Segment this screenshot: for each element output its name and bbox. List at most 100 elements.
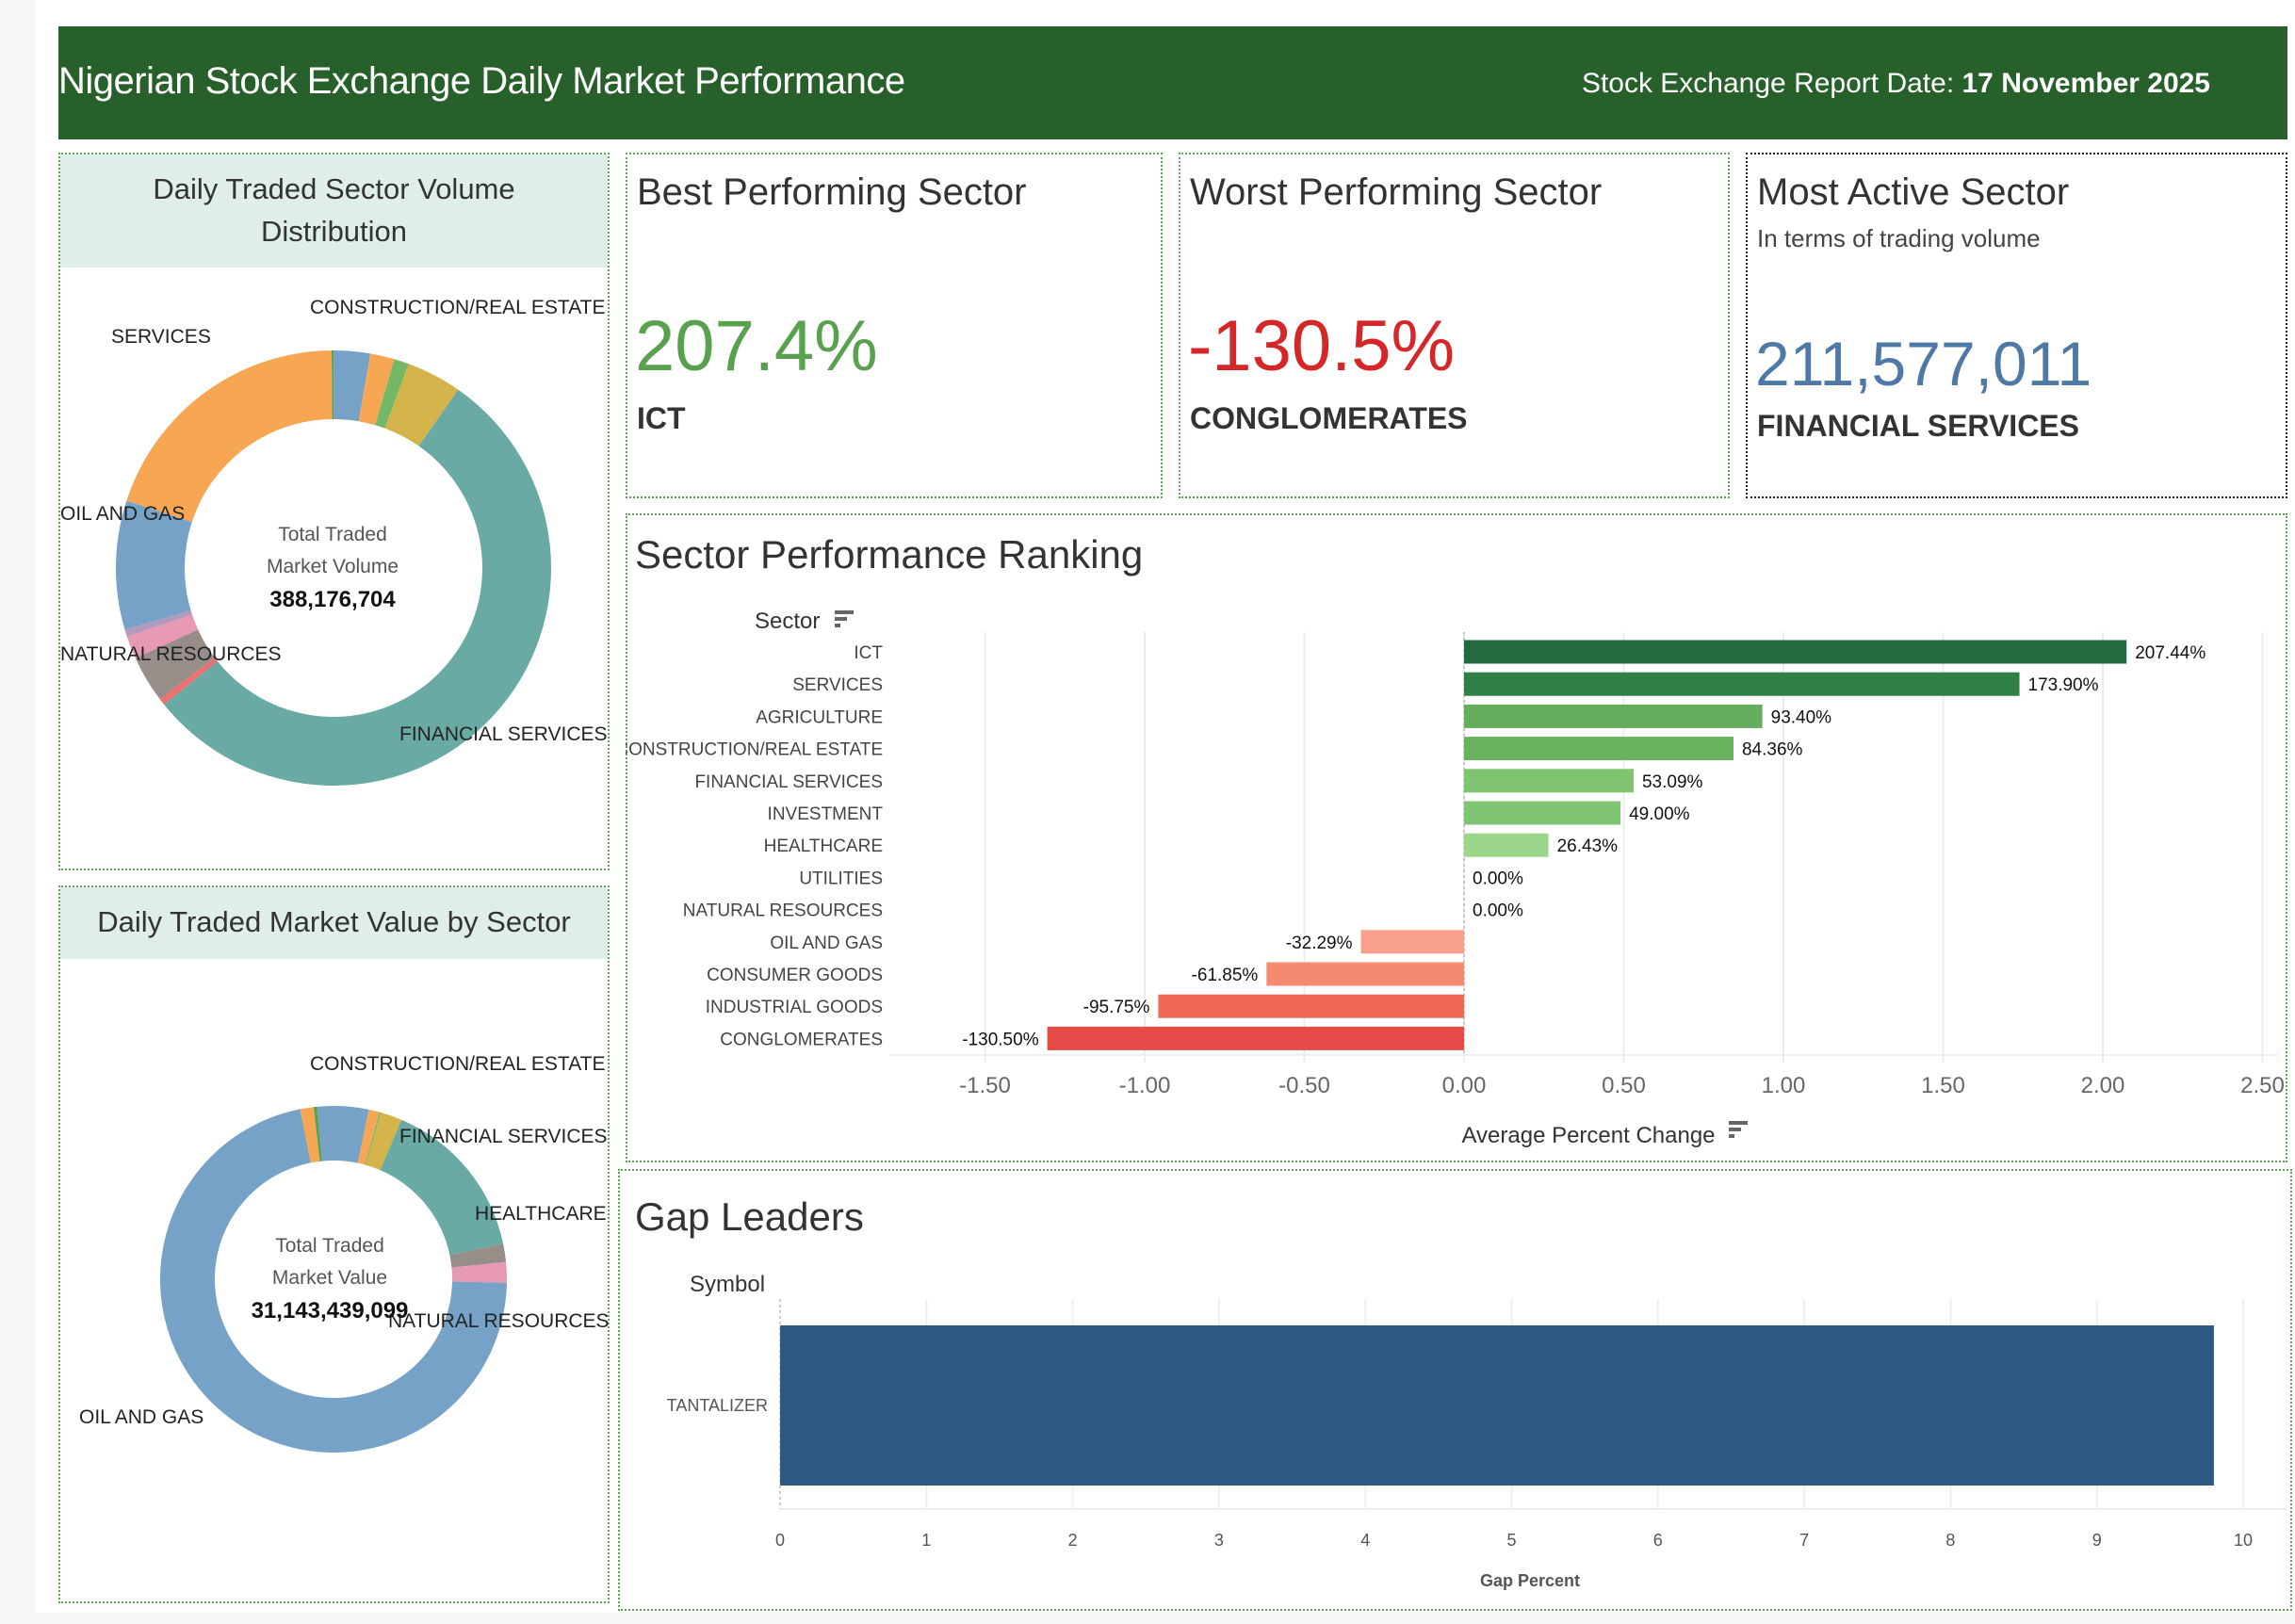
x-tick-label: 0.00 xyxy=(1442,1073,1487,1098)
donut-slice[interactable] xyxy=(331,350,334,420)
bar-value-label: 49.00% xyxy=(1629,804,1690,824)
sector-label: INDUSTRIAL GOODS xyxy=(706,998,883,1017)
donut-slice[interactable] xyxy=(358,353,395,426)
x-tick-label: 9 xyxy=(2092,1531,2102,1550)
bar[interactable] xyxy=(1464,640,2127,664)
gap-leaders-chart[interactable]: 0 1 2 3 4 5 6 7 8 9 10 Symbol Gap Percent TANTALIZER xyxy=(618,1169,2292,1611)
donut-slice[interactable] xyxy=(375,359,409,429)
donut-slice[interactable] xyxy=(357,1109,380,1165)
donut-slice-construction-real-estate[interactable] xyxy=(366,1112,402,1171)
x-tick-label: 1 xyxy=(921,1531,931,1550)
donut-slice-natural-resources[interactable] xyxy=(451,1261,507,1283)
bar[interactable] xyxy=(1464,672,2020,696)
sort-icon-bar xyxy=(835,610,854,614)
donut-slice[interactable] xyxy=(159,658,218,705)
x-tick-label: -0.50 xyxy=(1278,1073,1330,1098)
bar-value-label: 207.44% xyxy=(2135,643,2205,663)
report-date-label: Stock Exchange Report Date: xyxy=(1581,68,1955,99)
sector-label: FINANCIAL SERVICES xyxy=(694,772,883,792)
sector-label: CONGLOMERATES xyxy=(720,1030,883,1049)
donut-slice-financial-services[interactable] xyxy=(380,1119,504,1256)
bar[interactable] xyxy=(1158,994,1464,1018)
donut-label-oil-and-gas: OIL AND GAS xyxy=(60,503,186,525)
bar[interactable] xyxy=(1464,737,1733,761)
bar[interactable] xyxy=(1360,930,1464,954)
bar-value-label: 26.43% xyxy=(1557,836,1619,856)
y-axis-title: Sector xyxy=(755,609,820,634)
bar-value-label: 0.00% xyxy=(1473,869,1523,888)
donut-slice-healthcare[interactable] xyxy=(449,1243,507,1268)
gap-bar[interactable] xyxy=(780,1325,2214,1486)
center-line-2: Market Value xyxy=(271,1267,388,1289)
sort-icon-bar xyxy=(835,624,840,627)
donut-label-natural-resources: NATURAL RESOURCES xyxy=(60,643,282,665)
value-donut-chart[interactable] xyxy=(58,885,610,1603)
sort-icon-bar xyxy=(1729,1128,1741,1131)
dashboard-title: Nigerian Stock Exchange Daily Market Per… xyxy=(58,60,905,102)
bar[interactable] xyxy=(1047,1026,1464,1050)
x-tick-label: 10 xyxy=(2234,1531,2253,1550)
bar[interactable] xyxy=(1464,769,1634,793)
sector-ranking-chart[interactable]: -1.50 -1.00 -0.50 0.00 0.50 1.00 1.50 2.00 2.50 S… xyxy=(626,513,2287,1162)
donut-slice-services[interactable] xyxy=(126,350,333,523)
donut-slice[interactable] xyxy=(313,1106,322,1161)
sector-label: AGRICULTURE xyxy=(756,707,883,727)
worst-sector-name: CONGLOMERATES xyxy=(1190,401,1468,435)
donut-slice[interactable] xyxy=(334,350,371,422)
sector-label: HEALTHCARE xyxy=(764,836,883,856)
card-title: Best Performing Sector xyxy=(637,171,1027,213)
donut-slice-construction-real-estate[interactable] xyxy=(384,364,459,447)
x-tick-label: 2 xyxy=(1068,1531,1078,1550)
x-axis-title: Gap Percent xyxy=(1480,1571,1580,1590)
donut-slice-financial-services[interactable] xyxy=(164,389,551,786)
x-tick-label: 2.50 xyxy=(2240,1073,2285,1098)
x-tick-label: -1.00 xyxy=(1119,1073,1171,1098)
best-sector-card: Best Performing Sector 207.4% ICT xyxy=(626,153,1163,498)
y-axis-title: Symbol xyxy=(690,1272,765,1297)
sort-icon xyxy=(835,610,854,627)
card-subtitle: In terms of trading volume xyxy=(1757,224,2041,252)
donut-label-construction: CONSTRUCTION/REAL ESTATE xyxy=(310,1053,606,1075)
donut-slice[interactable] xyxy=(300,1107,320,1163)
ranking-title: Sector Performance Ranking xyxy=(635,532,1144,577)
donut-slice[interactable] xyxy=(126,614,199,658)
x-axis-title: Average Percent Change xyxy=(1461,1123,1715,1148)
x-tick-label: 0 xyxy=(775,1531,785,1550)
x-tick-label: 2.00 xyxy=(2081,1073,2125,1098)
sector-label: OIL AND GAS xyxy=(770,934,883,953)
donut-slice-natural-resources[interactable] xyxy=(135,629,215,700)
market-value-panel: Daily Traded Market Value by Sector xyxy=(58,885,610,1603)
x-tick-label: 4 xyxy=(1360,1531,1370,1550)
gap-leaders-title: Gap Leaders xyxy=(635,1194,864,1239)
donut-slice-oil-and-gas[interactable] xyxy=(159,1109,507,1453)
bar-value-label: 173.90% xyxy=(2028,675,2099,695)
dashboard-header: Nigerian Stock Exchange Daily Market Per… xyxy=(58,26,2287,139)
donut-slice[interactable] xyxy=(317,1106,369,1163)
donut-label-natural-resources: NATURAL RESOURCES xyxy=(388,1310,610,1332)
panel-title: Daily Traded Market Value by Sector xyxy=(97,905,571,938)
sort-icon-bar xyxy=(1729,1134,1734,1138)
bar[interactable] xyxy=(1266,962,1464,986)
sector-label: CONSUMER GOODS xyxy=(707,966,883,985)
page-margin-bottom xyxy=(0,1613,2295,1624)
donut-slice[interactable] xyxy=(124,609,193,637)
donut-label-oil-and-gas: OIL AND GAS xyxy=(79,1406,204,1428)
bar-value-label: -32.29% xyxy=(1286,934,1353,953)
sector-label: CONSTRUCTION/REAL ESTATE xyxy=(626,740,883,760)
center-line-2: Market Volume xyxy=(266,556,399,577)
bar[interactable] xyxy=(1464,801,1621,825)
donut-slice-oil-and-gas[interactable] xyxy=(116,500,192,630)
most-active-sector-name: FINANCIAL SERVICES xyxy=(1757,409,2079,443)
panel-title-band: Daily Traded Sector Volume Distribution xyxy=(60,154,608,268)
volume-donut-chart[interactable] xyxy=(58,153,610,870)
x-tick-label: 8 xyxy=(1945,1531,1955,1550)
x-tick-label: 5 xyxy=(1506,1531,1516,1550)
bar[interactable] xyxy=(1464,833,1549,857)
panel-title-band: Daily Traded Market Value by Sector xyxy=(60,887,608,959)
best-sector-name: ICT xyxy=(637,401,686,435)
best-sector-value: 207.4% xyxy=(635,306,878,386)
bar-value-label: 53.09% xyxy=(1642,772,1703,792)
center-line-1: Total Traded xyxy=(278,524,387,545)
donut-slice[interactable] xyxy=(365,1112,382,1165)
bar[interactable] xyxy=(1464,704,1763,728)
